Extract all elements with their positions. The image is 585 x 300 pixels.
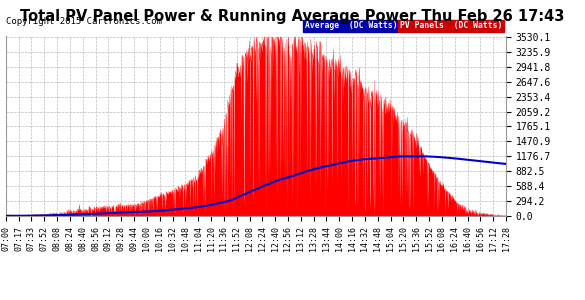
Text: Copyright 2015 Cartronics.com: Copyright 2015 Cartronics.com bbox=[6, 17, 161, 26]
Bar bbox=[304, 20, 398, 32]
Text: PV Panels  (DC Watts): PV Panels (DC Watts) bbox=[400, 21, 502, 30]
Text: Total PV Panel Power & Running Average Power Thu Feb 26 17:43: Total PV Panel Power & Running Average P… bbox=[20, 9, 565, 24]
Bar bbox=[398, 20, 504, 32]
Text: Average  (DC Watts): Average (DC Watts) bbox=[305, 21, 397, 30]
